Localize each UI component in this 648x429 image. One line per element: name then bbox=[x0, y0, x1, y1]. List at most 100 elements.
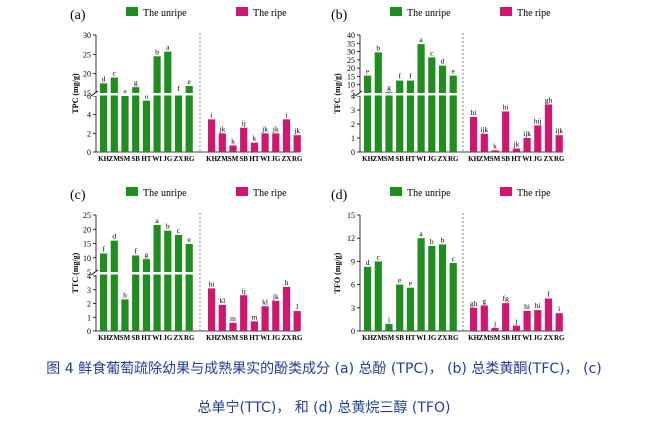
ripe-bar bbox=[272, 300, 280, 331]
unripe-bar bbox=[385, 324, 393, 331]
caption-line-1: 图 4 鲜食葡萄疏除幼果与成熟果实的酚类成分 (a) 总酚 (TPC)， (b)… bbox=[46, 361, 602, 377]
legend-label-unripe: The unripe bbox=[143, 188, 187, 199]
unripe-bar bbox=[174, 234, 183, 331]
axis-break-mark bbox=[90, 90, 99, 97]
unripe-sig-label: b bbox=[430, 237, 434, 246]
ripe-sig-label: fg bbox=[503, 294, 509, 303]
ripe-bar bbox=[534, 310, 542, 331]
ripe-sig-label: hi bbox=[471, 108, 477, 117]
unripe-sig-label: e bbox=[188, 77, 192, 86]
y-tick-label: 15 bbox=[83, 240, 91, 249]
unripe-x-tick-label: WI bbox=[152, 155, 162, 163]
unripe-x-tick-label: JG bbox=[163, 334, 173, 342]
y-tick-label: 0 bbox=[87, 327, 91, 336]
y-tick-label: 4 bbox=[87, 272, 91, 281]
y-tick-label: 15 bbox=[347, 211, 355, 220]
y-tick-label: 2 bbox=[87, 300, 91, 309]
ripe-bar bbox=[250, 321, 258, 331]
y-tick-label: 20 bbox=[347, 64, 355, 73]
ripe-x-tick-label: JG bbox=[271, 155, 281, 163]
legend-label-ripe: The ripe bbox=[253, 188, 287, 199]
panel-letter: (d) bbox=[331, 188, 348, 203]
ripe-bar bbox=[229, 322, 237, 331]
unripe-bar bbox=[132, 255, 140, 331]
ripe-bar bbox=[261, 306, 269, 331]
legend-swatch-unripe bbox=[126, 187, 138, 196]
ripe-x-tick-label: KH bbox=[468, 155, 479, 163]
ripe-bar bbox=[544, 104, 553, 152]
ripe-bar bbox=[218, 133, 226, 152]
unripe-sig-label: c bbox=[113, 69, 117, 78]
ripe-x-tick-label: SM bbox=[490, 334, 501, 342]
ripe-x-tick-label: SM bbox=[228, 334, 239, 342]
legend-swatch-ripe bbox=[500, 7, 512, 16]
ripe-sig-label: i bbox=[558, 304, 560, 313]
unripe-sig-label: g bbox=[145, 250, 149, 259]
y-tick-label: 15 bbox=[347, 72, 355, 81]
y-tick-label: 40 bbox=[347, 31, 355, 40]
ripe-x-tick-label: HT bbox=[249, 334, 259, 342]
ripe-x-tick-label: SB bbox=[501, 155, 510, 163]
unripe-bar bbox=[364, 266, 372, 331]
unripe-sig-label: g bbox=[123, 87, 127, 96]
y-tick-label: 1 bbox=[87, 313, 91, 322]
unripe-bar bbox=[121, 96, 129, 152]
panel-letter: (a) bbox=[70, 8, 86, 23]
ripe-x-tick-label: ZM bbox=[217, 334, 229, 342]
ripe-bar bbox=[555, 313, 563, 331]
unripe-sig-label: e bbox=[409, 279, 413, 288]
unripe-bar bbox=[364, 75, 372, 152]
y-tick-label: 6 bbox=[351, 281, 355, 290]
ripe-sig-label: k bbox=[493, 141, 497, 150]
unripe-sig-label: e bbox=[452, 67, 456, 76]
ripe-x-tick-label: ZM bbox=[479, 155, 491, 163]
unripe-sig-label: j bbox=[387, 315, 390, 324]
ripe-x-tick-label: KH bbox=[468, 334, 479, 342]
unripe-x-tick-label: KH bbox=[98, 334, 109, 342]
unripe-x-tick-label: WI bbox=[416, 155, 426, 163]
ripe-x-tick-label: WI bbox=[522, 334, 532, 342]
unripe-sig-label: g bbox=[134, 78, 138, 87]
unripe-sig-label: a bbox=[166, 43, 170, 52]
y-tick-label: 30 bbox=[347, 48, 355, 57]
ripe-x-tick-label: RG bbox=[292, 155, 303, 163]
y-tick-label: 12 bbox=[347, 234, 355, 243]
unripe-x-tick-label: SB bbox=[395, 155, 404, 163]
ripe-sig-label: jk bbox=[261, 124, 268, 133]
unripe-bar bbox=[428, 245, 436, 331]
ripe-sig-label: jk bbox=[272, 292, 279, 301]
bar-break-stripe bbox=[97, 272, 198, 275]
ripe-sig-label: h bbox=[285, 278, 289, 287]
unripe-sig-label: d bbox=[112, 232, 116, 241]
ripe-x-tick-label: ZX bbox=[282, 334, 292, 342]
y-tick-label: 4 bbox=[87, 111, 91, 120]
unripe-x-tick-label: KH bbox=[362, 334, 373, 342]
unripe-sig-label: c bbox=[430, 48, 434, 57]
unripe-sig-label: d bbox=[366, 258, 370, 267]
ripe-x-tick-label: HT bbox=[511, 334, 521, 342]
y-axis-label: TFO (mg/g) bbox=[333, 252, 342, 293]
unripe-sig-label: a bbox=[419, 35, 423, 44]
ripe-bar bbox=[208, 288, 216, 331]
ripe-x-tick-label: ZX bbox=[544, 155, 554, 163]
ripe-x-tick-label: KH bbox=[206, 155, 217, 163]
unripe-bar bbox=[406, 80, 414, 152]
unripe-x-tick-label: ZM bbox=[109, 155, 121, 163]
ripe-sig-label: m bbox=[251, 312, 257, 321]
unripe-x-tick-label: SM bbox=[120, 334, 131, 342]
chart-panel-2: (b) The unripe The ripe TFC (mg/g) 0 1 2 3 45101… bbox=[331, 7, 565, 163]
ripe-sig-label: jk bbox=[512, 140, 519, 149]
ripe-bar bbox=[293, 311, 301, 331]
unripe-bar bbox=[100, 83, 108, 152]
ripe-sig-label: g bbox=[482, 296, 486, 305]
ripe-bar bbox=[555, 135, 563, 152]
unripe-x-tick-label: WI bbox=[416, 334, 426, 342]
ripe-bar bbox=[293, 135, 301, 152]
ripe-bar bbox=[282, 287, 291, 331]
unripe-x-tick-label: RG bbox=[184, 334, 195, 342]
unripe-bar bbox=[185, 86, 193, 152]
unripe-sig-label: d bbox=[102, 74, 106, 83]
ripe-sig-label: ijk bbox=[480, 125, 488, 134]
y-axis-label: TPC (mg/g) bbox=[71, 73, 80, 114]
ripe-bar bbox=[523, 310, 531, 331]
